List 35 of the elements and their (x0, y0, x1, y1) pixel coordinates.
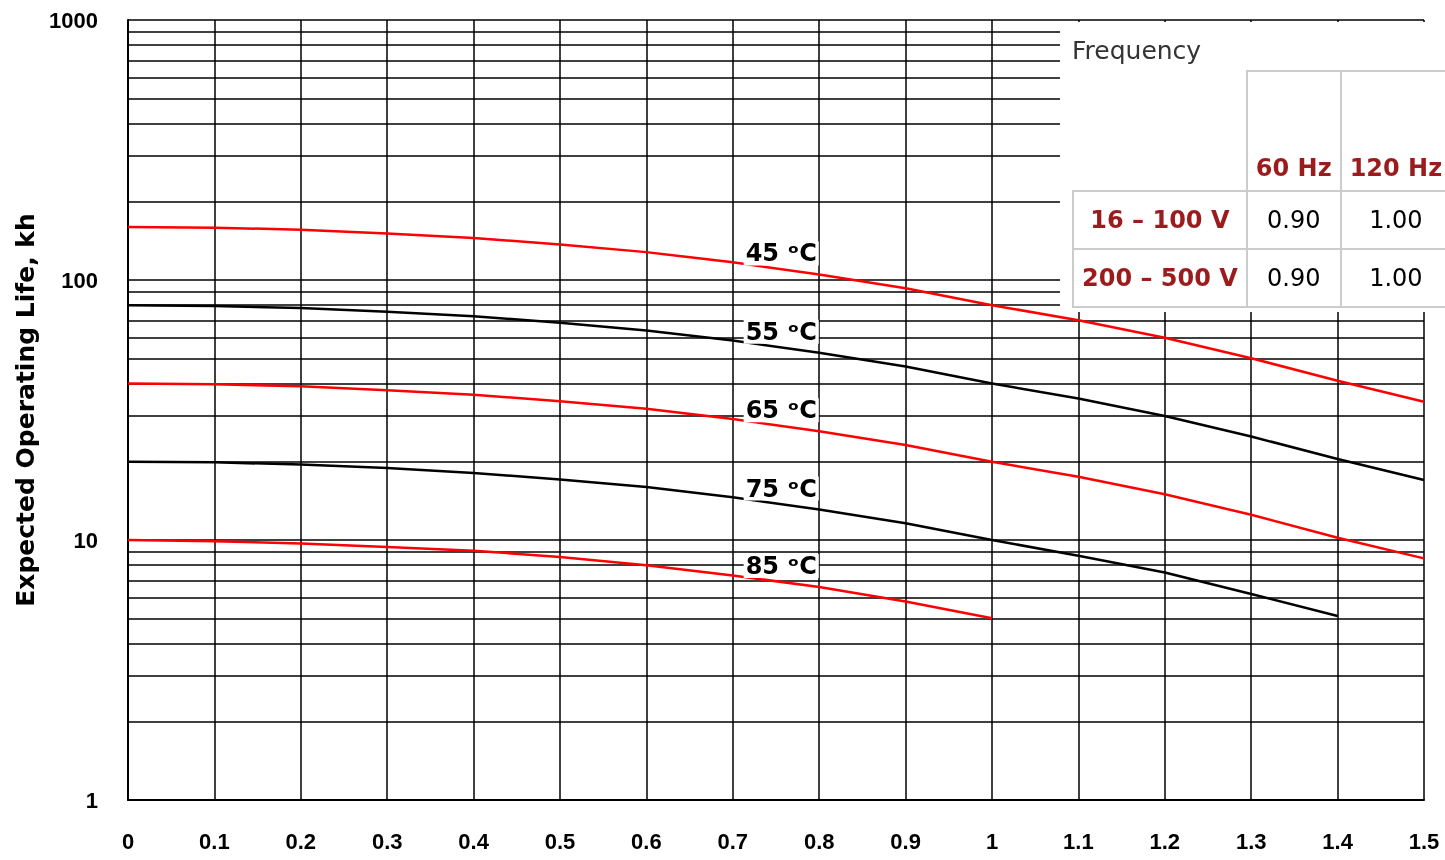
series-label: 75 ᵒC (745, 474, 817, 503)
x-tick-label: 0.6 (631, 828, 662, 854)
annotation: 1.00 (1340, 249, 1445, 307)
x-tick-label: 0.7 (717, 828, 749, 854)
x-tick-label: 0.8 (803, 828, 835, 854)
series-label: 65 ᵒC (745, 396, 817, 425)
x-tick-label: 1.2 (1149, 828, 1181, 854)
x-tick-label: 1.4 (1322, 828, 1354, 854)
series-label: 55 ᵒC (745, 317, 817, 346)
y-tick-label: 10 (73, 527, 98, 553)
x-tick-label: 0 (121, 828, 135, 854)
annotation: 0.90 (1246, 249, 1341, 307)
annotation: 0.90 (1246, 191, 1341, 249)
x-tick-label: 0.5 (544, 828, 576, 854)
x-tick-label: 0.1 (199, 828, 230, 854)
x-tick-label: 1.5 (1408, 828, 1440, 854)
y-tick-label: 1000 (49, 7, 98, 33)
y-tick-label: 1 (85, 787, 98, 813)
series-label: 85 ᵒC (745, 551, 817, 580)
annotation: 120 Hz (1340, 71, 1445, 191)
annotation: 16 – 100 V (1073, 191, 1247, 249)
annotation: 60 Hz (1246, 71, 1341, 191)
x-tick-label: 0.4 (458, 828, 490, 854)
y-tick-label: 100 (61, 267, 98, 293)
x-tick-label: 0.2 (285, 828, 317, 854)
x-tick-label: 0.3 (371, 828, 403, 854)
x-tick-label: 1.1 (1063, 828, 1094, 854)
x-tick-label: 0.9 (890, 828, 921, 854)
series-label: 45 ᵒC (745, 239, 817, 268)
annotation: 1.00 (1340, 191, 1445, 249)
y-axis-title: Expected Operating Life, kh (11, 213, 41, 607)
annotation: 200 – 500 V (1073, 249, 1247, 307)
x-tick-label: 1 (985, 828, 999, 854)
x-tick-label: 1.3 (1235, 828, 1267, 854)
annotation: Frequency (1072, 36, 1202, 65)
